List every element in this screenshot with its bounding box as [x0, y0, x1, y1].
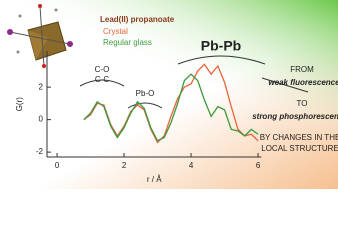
y-tick-label: 0: [39, 115, 44, 124]
y-tick-label: -2: [36, 147, 44, 156]
x-axis-label: r / Å: [147, 175, 162, 184]
annotation: strong phosphorescence: [252, 112, 338, 121]
y-axis-label: G(r): [15, 97, 24, 112]
annotation: weak fluorescence: [268, 78, 338, 87]
annotation: C-O: [95, 65, 110, 74]
annotation: Pb-Pb: [201, 38, 241, 54]
y-tick-label: 2: [39, 82, 44, 91]
annotation: Pb-O: [136, 89, 155, 98]
annotation: BY CHANGES IN THE: [260, 133, 338, 142]
series-line: [83, 73, 259, 142]
x-tick-label: 6: [256, 161, 261, 170]
annotation: LOCAL STRUCTURE: [261, 144, 338, 153]
x-tick-label: 4: [189, 161, 194, 170]
series-line: [83, 63, 259, 144]
annotation: TO: [297, 99, 308, 108]
legend-label: Crystal: [103, 27, 128, 36]
x-tick-label: 0: [55, 161, 60, 170]
peak-brackets: [79, 55, 309, 109]
graphical-abstract: Lead(II) propanoate -2 0 2 0 2 4 6 r / Å G(r) Cry…: [0, 0, 338, 189]
molecule-illustration: [7, 4, 73, 68]
x-tick-label: 2: [122, 161, 127, 170]
annotation: C-C: [95, 75, 109, 84]
legend-label: Regular glass: [103, 38, 152, 47]
legend-title: Lead(II) propanoate: [100, 15, 175, 24]
annotation: FROM: [290, 65, 314, 74]
